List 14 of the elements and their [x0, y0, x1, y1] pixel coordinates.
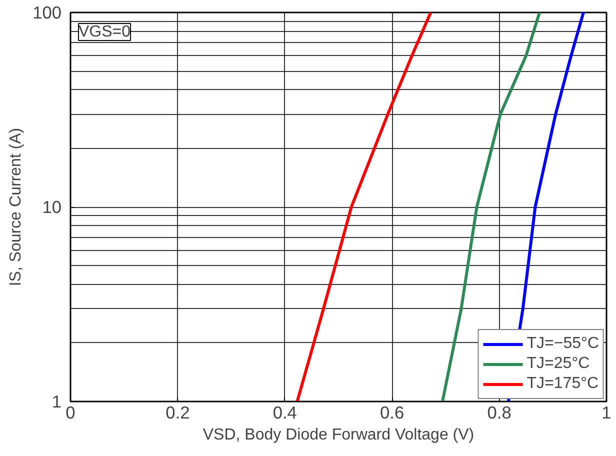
- x-axis-title: VSD, Body Diode Forward Voltage (V): [202, 426, 474, 444]
- legend-label: TJ=25°C: [526, 355, 590, 373]
- y-tick-label: 10: [42, 197, 62, 217]
- x-tick-label: 0.4: [272, 402, 298, 422]
- line-series: [296, 12, 432, 402]
- legend-label: TJ=−55°C: [526, 335, 599, 353]
- x-tick-label: 0.8: [487, 402, 512, 422]
- x-tick-label: 1: [602, 402, 612, 422]
- x-tick-label: 0.2: [166, 402, 190, 422]
- x-tick-label: 0.6: [380, 402, 404, 422]
- y-tick-label: 100: [32, 2, 62, 22]
- x-tick-label: 0: [66, 402, 76, 422]
- y-axis-title: IS, Source Current (A): [8, 128, 25, 286]
- legend-label: TJ=175°C: [526, 375, 599, 393]
